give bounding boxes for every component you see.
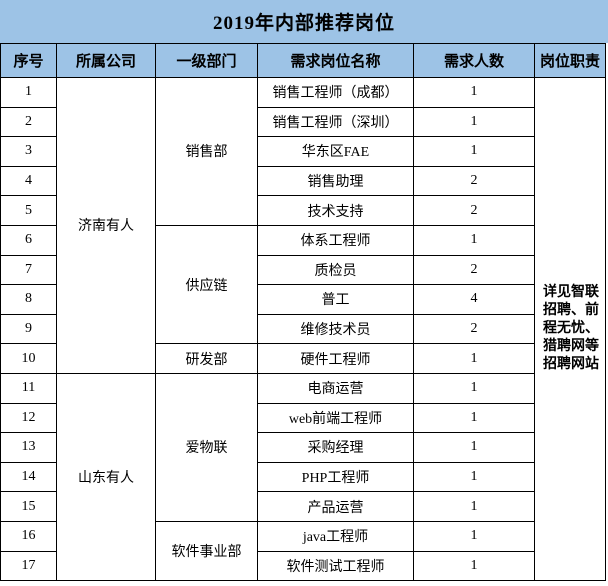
count-cell: 1 bbox=[413, 136, 535, 167]
header-duty: 岗位职责 bbox=[534, 43, 606, 78]
count-cell: 1 bbox=[413, 461, 535, 493]
table-row: 4 销售助理 2 bbox=[0, 165, 606, 197]
header-company: 所属公司 bbox=[56, 43, 156, 78]
header-row: 序号 所属公司 一级部门 需求岗位名称 需求人数 岗位职责 bbox=[0, 43, 606, 78]
position-cell: 华东区FAE bbox=[257, 136, 414, 167]
serial-cell: 10 bbox=[0, 343, 57, 374]
position-cell: 销售工程师（成都） bbox=[257, 77, 414, 108]
header-headcount: 需求人数 bbox=[413, 43, 535, 78]
count-cell: 1 bbox=[413, 224, 535, 256]
company-cell: 济南有人 bbox=[56, 77, 156, 374]
position-cell: 质检员 bbox=[257, 254, 414, 286]
serial-cell: 14 bbox=[0, 461, 57, 493]
position-cell: 销售工程师（深圳） bbox=[257, 106, 414, 138]
serial-cell: 11 bbox=[0, 372, 57, 404]
page-title: 2019年内部推荐岗位 bbox=[0, 0, 608, 43]
header-serial: 序号 bbox=[0, 43, 57, 78]
position-cell: 体系工程师 bbox=[257, 224, 414, 256]
count-cell: 2 bbox=[413, 313, 535, 345]
table-row: 11 山东有人 爱物联 电商运营 1 bbox=[0, 372, 606, 582]
duty-cell: 详见智联招聘、前程无忧、猎聘网等招聘网站 bbox=[534, 76, 606, 582]
department-cell: 软件事业部 bbox=[155, 520, 258, 582]
count-cell: 1 bbox=[413, 343, 535, 374]
serial-cell: 5 bbox=[0, 195, 57, 226]
position-cell: 采购经理 bbox=[257, 432, 414, 463]
position-cell: java工程师 bbox=[257, 520, 414, 552]
serial-cell: 6 bbox=[0, 224, 57, 256]
serial-cell: 17 bbox=[0, 550, 57, 582]
department-cell: 爱物联 bbox=[155, 372, 258, 522]
count-cell: 1 bbox=[413, 520, 535, 552]
department-cell: 销售部 bbox=[155, 77, 258, 226]
position-cell: 产品运营 bbox=[257, 491, 414, 522]
count-cell: 4 bbox=[413, 284, 535, 315]
position-cell: 销售助理 bbox=[257, 165, 414, 197]
department-cell: 供应链 bbox=[155, 224, 258, 345]
company-cell: 山东有人 bbox=[56, 372, 156, 582]
table-row: 17 软件测试工程师 1 bbox=[0, 550, 606, 582]
table-row: 8 普工 4 bbox=[0, 284, 606, 315]
department-cell: 研发部 bbox=[155, 343, 258, 374]
serial-cell: 16 bbox=[0, 520, 57, 552]
position-cell: web前端工程师 bbox=[257, 402, 414, 434]
position-cell: 技术支持 bbox=[257, 195, 414, 226]
position-cell: 硬件工程师 bbox=[257, 343, 414, 374]
serial-cell: 7 bbox=[0, 254, 57, 286]
count-cell: 1 bbox=[413, 550, 535, 582]
position-cell: 电商运营 bbox=[257, 372, 414, 404]
count-cell: 1 bbox=[413, 77, 535, 108]
serial-cell: 3 bbox=[0, 136, 57, 167]
table-row: 3 华东区FAE 1 bbox=[0, 136, 606, 167]
header-position: 需求岗位名称 bbox=[257, 43, 414, 78]
count-cell: 2 bbox=[413, 254, 535, 286]
serial-cell: 9 bbox=[0, 313, 57, 345]
serial-cell: 2 bbox=[0, 106, 57, 138]
position-cell: PHP工程师 bbox=[257, 461, 414, 493]
serial-cell: 12 bbox=[0, 402, 57, 434]
serial-cell: 13 bbox=[0, 432, 57, 463]
table-row: 13 采购经理 1 bbox=[0, 432, 606, 463]
position-cell: 普工 bbox=[257, 284, 414, 315]
table-row: 6 供应链 体系工程师 1 bbox=[0, 224, 606, 345]
count-cell: 1 bbox=[413, 402, 535, 434]
position-cell: 维修技术员 bbox=[257, 313, 414, 345]
table-row: 15 产品运营 1 bbox=[0, 491, 606, 522]
count-cell: 2 bbox=[413, 195, 535, 226]
count-cell: 1 bbox=[413, 491, 535, 522]
table-row: 12 web前端工程师 1 bbox=[0, 402, 606, 434]
table-row: 10 研发部 硬件工程师 1 bbox=[0, 343, 606, 374]
serial-cell: 4 bbox=[0, 165, 57, 197]
count-cell: 1 bbox=[413, 372, 535, 404]
position-cell: 软件测试工程师 bbox=[257, 550, 414, 582]
count-cell: 2 bbox=[413, 165, 535, 197]
count-cell: 1 bbox=[413, 432, 535, 463]
table-row: 1 济南有人 销售部 销售工程师（成都） 1 详见智联招聘、前程无忧、猎聘网等招… bbox=[0, 76, 606, 582]
serial-cell: 8 bbox=[0, 284, 57, 315]
header-department: 一级部门 bbox=[155, 43, 258, 78]
table-row: 2 销售工程师（深圳） 1 bbox=[0, 106, 606, 138]
count-cell: 1 bbox=[413, 106, 535, 138]
table-row: 9 维修技术员 2 bbox=[0, 313, 606, 345]
positions-table: 序号 所属公司 一级部门 需求岗位名称 需求人数 岗位职责 1 济南有人 销售部… bbox=[0, 43, 606, 582]
serial-cell: 15 bbox=[0, 491, 57, 522]
serial-cell: 1 bbox=[0, 77, 57, 108]
